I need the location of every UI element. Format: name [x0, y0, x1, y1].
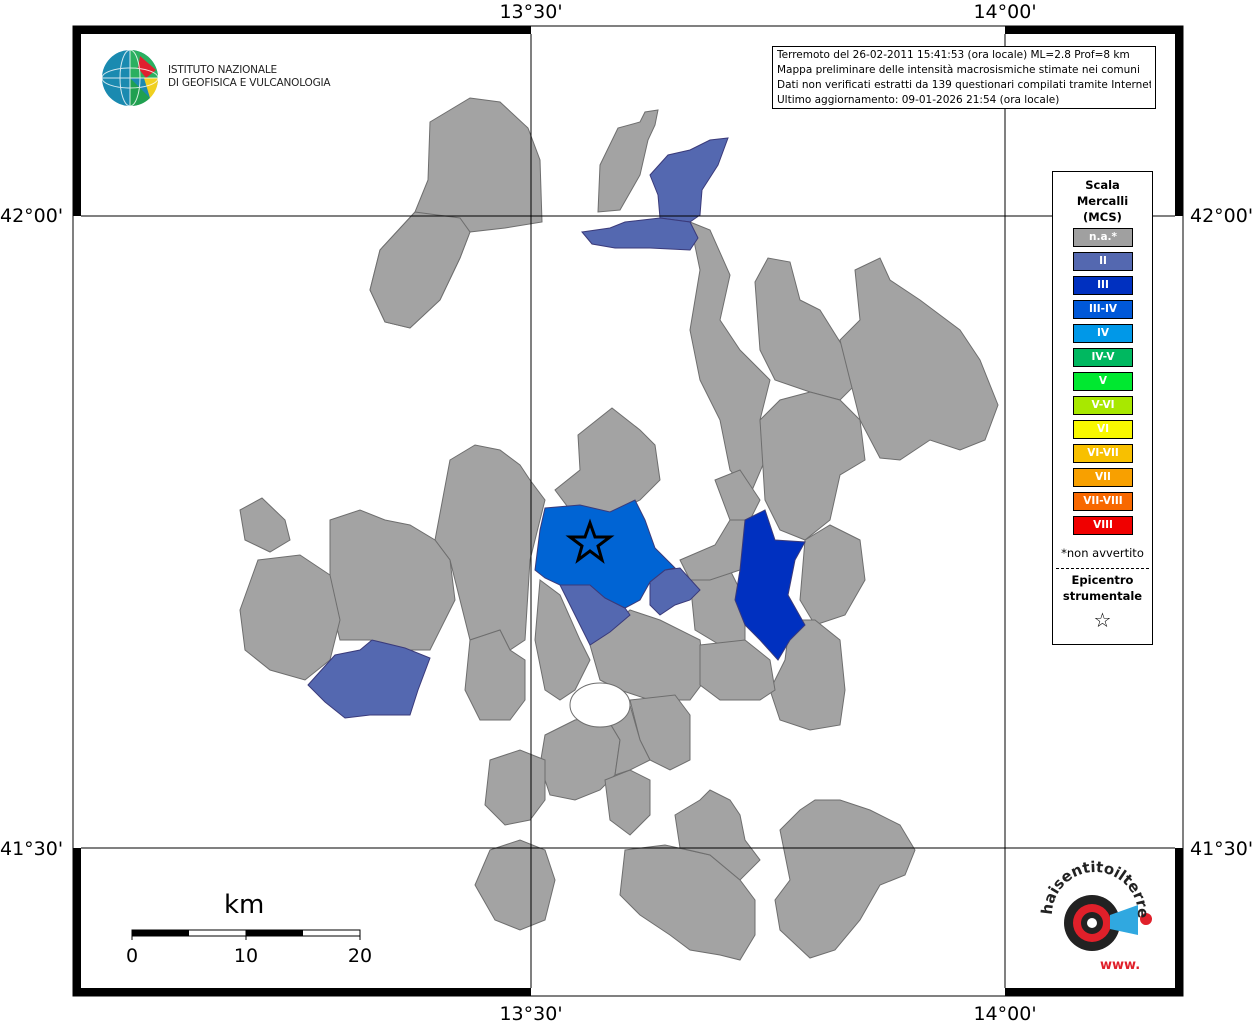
municipalities	[239, 97, 999, 961]
legend-epicenter-line: strumentale	[1062, 589, 1143, 603]
map-hole	[569, 682, 631, 728]
legend-swatch-iii-iv: III-IV	[1073, 300, 1133, 319]
legend-swatch-vii-viii: VII-VIII	[1073, 492, 1133, 511]
municipality	[839, 257, 999, 461]
lat-label-left-4200: 42°00'	[0, 205, 64, 227]
municipality	[769, 619, 846, 731]
scale-bar: km 0 10 20	[124, 890, 384, 970]
legend-title-line: (MCS)	[1083, 210, 1122, 224]
municipality	[329, 509, 456, 651]
municipality-intensity-iii-iv	[534, 499, 677, 609]
municipality	[534, 579, 591, 701]
legend-swatch-iv: IV	[1073, 324, 1133, 343]
municipality	[774, 799, 916, 959]
lon-label-top-1400: 14°00'	[973, 1, 1037, 23]
municipality	[434, 444, 546, 651]
legend-swatch-vi: VI	[1073, 420, 1133, 439]
lat-label-right-4200: 42°00'	[1190, 205, 1254, 227]
event-info-box: Terremoto del 26-02-2011 15:41:53 (ora l…	[772, 46, 1156, 109]
scale-bar-graphic	[131, 929, 361, 940]
legend-epicenter-label: Epicentro strumentale	[1053, 572, 1152, 604]
graticule	[81, 34, 1175, 988]
municipality	[759, 391, 866, 541]
globe-icon	[101, 49, 159, 107]
municipality	[714, 469, 761, 521]
legend-swatch-n-a: n.a.*	[1073, 228, 1133, 247]
legend-swatch-iii: III	[1073, 276, 1133, 295]
legend-swatch-v-vi: V-VI	[1073, 396, 1133, 415]
ingv-name-line: ISTITUTO NAZIONALE	[168, 64, 277, 76]
municipality	[799, 524, 866, 626]
lon-label-top-1330: 13°30'	[499, 1, 563, 23]
lat-label-right-4130: 41°30'	[1190, 838, 1254, 860]
legend-note: *non avvertito	[1061, 546, 1144, 560]
municipality	[484, 749, 546, 826]
scale-bar-unit: km	[224, 890, 265, 920]
event-info-line: Dati non verificati estratti da 139 ques…	[777, 79, 1151, 91]
ingv-name-line: DI GEOFISICA E VULCANOLOGIA	[168, 77, 331, 89]
legend-swatch-vi-vii: VI-VII	[1073, 444, 1133, 463]
municipality	[239, 554, 341, 681]
municipality-intensity-ii	[581, 217, 699, 251]
municipality-intensity-ii	[307, 639, 431, 719]
mcs-legend: Scala Mercalli (MCS) n.a.* II III III-IV IV I…	[1052, 171, 1153, 645]
scale-bar-tick: 20	[347, 945, 373, 967]
lon-label-bottom-1400: 14°00'	[973, 1003, 1037, 1025]
municipality	[597, 109, 659, 213]
municipality	[474, 839, 556, 931]
frame-border-ticks	[73, 26, 1183, 996]
legend-swatch-iv-v: IV-V	[1073, 348, 1133, 367]
legend-swatch-v: V	[1073, 372, 1133, 391]
legend-title-line: Mercalli	[1076, 194, 1129, 208]
municipality-intensity-iii	[734, 509, 806, 661]
municipality-intensity-ii	[649, 137, 729, 223]
municipality	[699, 639, 776, 701]
municipality	[369, 211, 471, 329]
intensity-polygons	[307, 137, 806, 719]
legend-epicenter-line: Epicentro	[1071, 573, 1134, 587]
ingv-logo: ISTITUTO NAZIONALE DI GEOFISICA E VULCAN…	[100, 48, 331, 110]
epicenter-star	[565, 518, 615, 564]
municipality	[554, 407, 661, 521]
legend-star-icon: ☆	[1093, 608, 1112, 632]
municipality	[674, 789, 761, 881]
event-info-line: Terremoto del 26-02-2011 15:41:53 (ora l…	[777, 49, 1130, 61]
municipality	[239, 497, 291, 553]
legend-separator	[1056, 568, 1149, 569]
legend-title: Scala Mercalli (MCS)	[1053, 177, 1152, 225]
ingv-name: ISTITUTO NAZIONALE DI GEOFISICA E VULCAN…	[168, 64, 331, 90]
legend-swatch-ii: II	[1073, 252, 1133, 271]
legend-swatch-vii: VII	[1073, 468, 1133, 487]
hsit-www-text: www.	[1100, 958, 1140, 973]
legend-swatch-viii: VIII	[1073, 516, 1133, 535]
hsit-logo: haisentitoilterremoto.it www.	[1022, 831, 1160, 980]
lon-label-bottom-1330: 13°30'	[499, 1003, 563, 1025]
hsit-target-icon: haisentitoilterremoto.it www.	[1022, 831, 1152, 973]
lat-label-left-4130: 41°30'	[0, 838, 64, 860]
scale-bar-tick: 10	[233, 945, 259, 967]
municipality	[464, 629, 526, 721]
event-info-line: Ultimo aggiornamento: 09-01-2026 21:54 (…	[777, 94, 1060, 106]
legend-title-line: Scala	[1085, 178, 1120, 192]
scale-bar-tick: 0	[125, 945, 139, 967]
event-info-line: Mappa preliminare delle intensità macros…	[777, 64, 1140, 76]
